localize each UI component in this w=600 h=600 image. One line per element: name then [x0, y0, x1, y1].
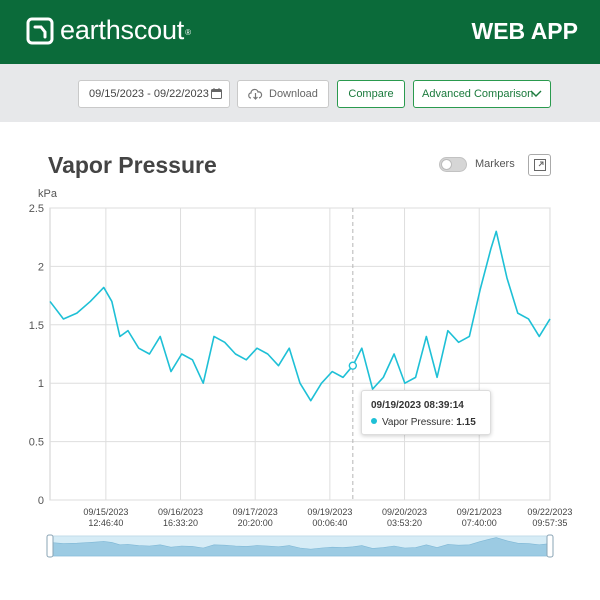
x-tick-date: 09/22/2023 — [527, 507, 572, 517]
markers-label: Markers — [475, 158, 515, 170]
tooltip-series-label: Vapor Pressure: — [382, 417, 457, 428]
download-button[interactable]: Download — [237, 80, 329, 108]
compare-button[interactable]: Compare — [337, 80, 405, 108]
y-tick-label: 1.5 — [29, 320, 44, 332]
web-app-label: WEB APP — [471, 18, 579, 44]
chevron-down-icon — [530, 90, 542, 97]
y-tick-label: 0.5 — [29, 437, 44, 449]
y-axis-label: kPa — [38, 188, 58, 200]
brand-text: earthscout — [60, 15, 185, 45]
navigator-left-handle[interactable] — [46, 534, 54, 558]
toolbar: 09/15/2023 - 09/22/2023 Download Compare… — [0, 64, 600, 122]
x-tick-date: 09/20/2023 — [382, 507, 427, 517]
series-dot-icon — [371, 418, 377, 424]
x-tick-time: 03:53:20 — [387, 518, 422, 528]
x-tick-time: 07:40:00 — [462, 518, 497, 528]
x-tick-date: 09/17/2023 — [233, 507, 278, 517]
x-tick-time: 09:57:35 — [532, 518, 567, 528]
brand-name[interactable]: earthscout® — [60, 14, 191, 46]
x-tick-time: 12:46:40 — [88, 518, 123, 528]
plot-frame — [49, 207, 551, 501]
x-tick-time: 20:20:00 — [238, 518, 273, 528]
x-tick-time: 16:33:20 — [163, 518, 198, 528]
x-tick-time: 00:06:40 — [312, 518, 347, 528]
date-range-text: 09/15/2023 - 09/22/2023 — [89, 88, 209, 100]
tooltip-timestamp: 09/19/2023 08:39:14 — [371, 400, 464, 411]
expand-chart-button[interactable] — [528, 154, 551, 176]
y-tick-label: 1 — [38, 378, 44, 390]
y-tick-label: 2 — [38, 261, 44, 273]
x-tick-date: 09/15/2023 — [83, 507, 128, 517]
cloud-download-icon — [248, 88, 263, 100]
vapor-pressure-line — [49, 230, 551, 402]
tooltip-row: Vapor Pressure: 1.15 — [371, 417, 476, 428]
y-tick-label: 0 — [38, 495, 44, 507]
expand-icon — [534, 159, 546, 171]
toggle-knob — [441, 159, 452, 170]
earthscout-logo-icon — [26, 17, 54, 45]
x-tick-date: 09/19/2023 — [307, 507, 352, 517]
navigator-series-area — [49, 537, 551, 557]
advanced-comparison-dropdown[interactable]: Advanced Comparison — [413, 80, 551, 108]
top-bar: earthscout® WEB APP — [0, 0, 600, 64]
download-label: Download — [269, 88, 318, 100]
y-tick-label: 2.5 — [29, 203, 44, 215]
markers-toggle[interactable] — [439, 157, 467, 172]
calendar-icon — [211, 88, 222, 99]
chart-tooltip: 09/19/2023 08:39:14 Vapor Pressure: 1.15 — [361, 390, 491, 435]
date-range-picker[interactable]: 09/15/2023 - 09/22/2023 — [78, 80, 230, 108]
navigator-right-handle[interactable] — [546, 534, 554, 558]
x-tick-date: 09/16/2023 — [158, 507, 203, 517]
hover-point — [348, 361, 358, 370]
tooltip-value: 1.15 — [456, 417, 476, 428]
advanced-comparison-label: Advanced Comparison — [422, 88, 534, 100]
x-tick-date: 09/21/2023 — [457, 507, 502, 517]
registered-mark: ® — [185, 28, 191, 37]
chart-title: Vapor Pressure — [48, 152, 217, 178]
